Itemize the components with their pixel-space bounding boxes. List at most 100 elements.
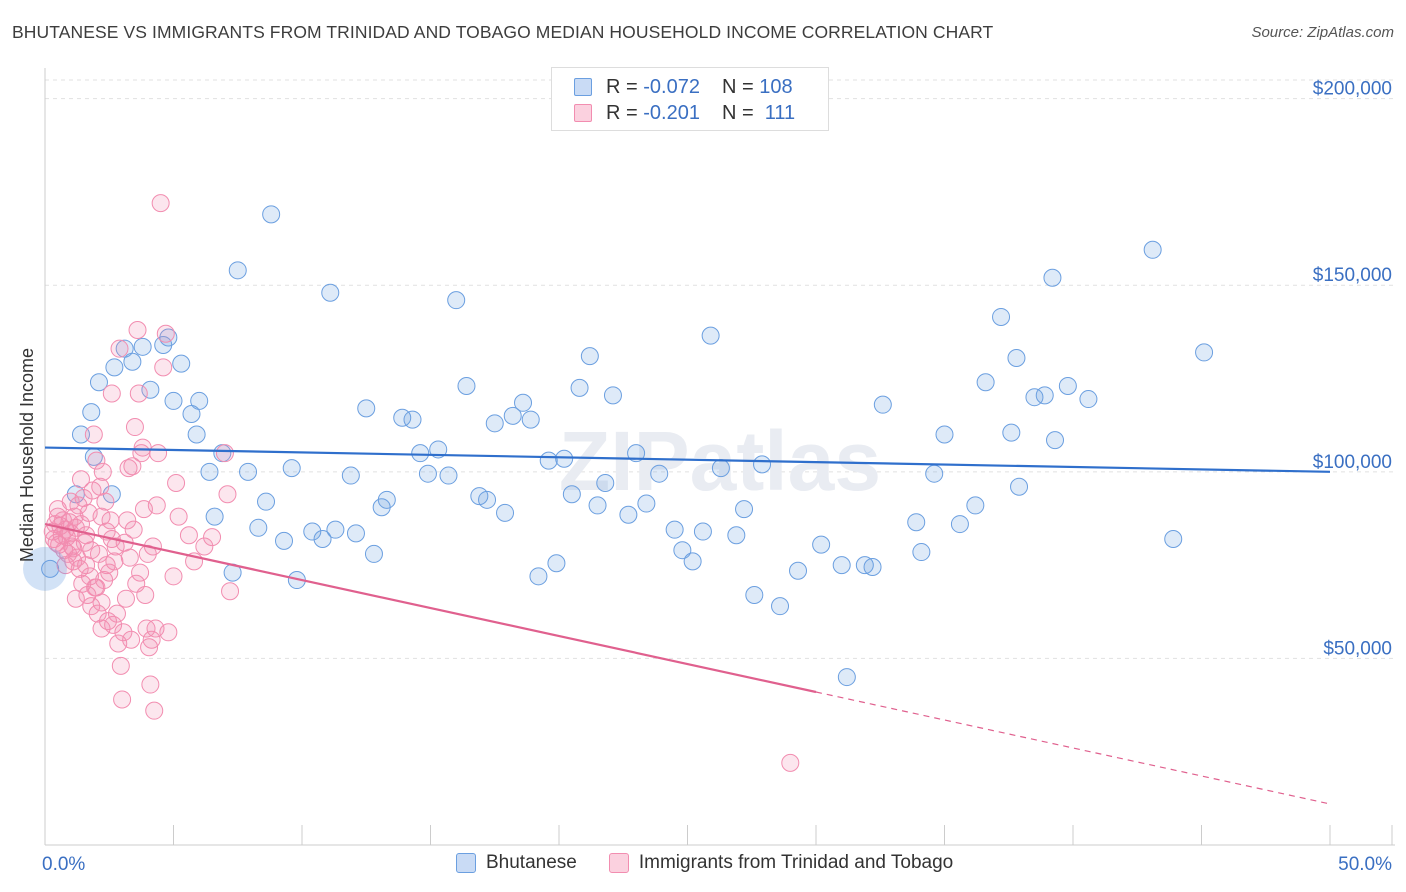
series-legend: Bhutanese Immigrants from Trinidad and T…	[456, 852, 985, 874]
point-bhutanese	[187, 425, 206, 444]
point-bhutanese	[1046, 431, 1065, 450]
r-label: R =	[606, 101, 638, 124]
point-bhutanese	[439, 466, 458, 485]
point-bhutanese	[562, 485, 581, 504]
legend-item-trinidad[interactable]: Immigrants from Trinidad and Tobago	[608, 852, 953, 874]
point-bhutanese	[693, 522, 712, 541]
y-tick-label: $200,000	[1313, 79, 1392, 100]
point-bhutanese	[275, 531, 294, 550]
point-trinidad	[84, 425, 103, 444]
point-bhutanese	[789, 561, 808, 580]
point-bhutanese	[832, 556, 851, 575]
trend-line-trinidad-extrapolated	[815, 691, 1331, 805]
r-label: R =	[606, 75, 638, 98]
point-bhutanese	[727, 526, 746, 545]
point-bhutanese	[863, 557, 882, 576]
legend-swatch-pink	[574, 104, 592, 122]
point-bhutanese	[1043, 268, 1062, 287]
point-trinidad	[102, 384, 121, 403]
point-trinidad	[97, 556, 116, 575]
point-bhutanese	[1195, 343, 1214, 362]
point-trinidad	[92, 507, 111, 526]
point-trinidad	[145, 701, 164, 720]
point-bhutanese	[992, 307, 1011, 326]
point-trinidad	[167, 474, 186, 493]
point-bhutanese	[71, 425, 90, 444]
point-trinidad	[82, 541, 101, 560]
point-trinidad	[125, 418, 144, 437]
point-bhutanese	[200, 462, 219, 481]
point-bhutanese	[457, 377, 476, 395]
point-trinidad	[124, 520, 143, 539]
axes	[44, 68, 1395, 846]
stats-legend: R = -0.072 N = 108 R = -0.201 N = 111	[551, 67, 829, 131]
point-trinidad	[129, 384, 148, 403]
point-bhutanese	[547, 554, 566, 573]
point-trinidad	[80, 567, 99, 586]
stats-row-trinidad: R = -0.201 N = 111	[574, 100, 795, 126]
point-bhutanese	[650, 464, 669, 483]
point-bhutanese	[912, 543, 931, 562]
point-bhutanese	[346, 524, 365, 543]
point-trinidad	[75, 533, 94, 552]
point-trinidad	[122, 630, 141, 649]
point-bhutanese	[313, 530, 332, 548]
point-trinidad	[203, 528, 222, 547]
point-trinidad	[107, 604, 126, 623]
point-trinidad	[169, 507, 188, 526]
point-bhutanese	[357, 399, 376, 418]
point-bhutanese	[377, 490, 396, 509]
n-label: N =	[721, 101, 754, 124]
n-label: N =	[721, 75, 754, 98]
point-bhutanese	[257, 492, 276, 511]
point-bhutanese	[529, 567, 548, 586]
point-bhutanese	[282, 459, 301, 478]
point-bhutanese	[596, 474, 615, 493]
point-bhutanese	[966, 496, 985, 515]
point-bhutanese	[976, 373, 995, 392]
point-trinidad	[96, 492, 115, 511]
point-bhutanese	[478, 490, 497, 509]
point-bhutanese	[1035, 386, 1054, 405]
point-bhutanese	[1058, 377, 1077, 395]
point-bhutanese-large	[23, 546, 67, 591]
point-bhutanese	[82, 403, 101, 422]
r-value: -0.201	[643, 101, 700, 124]
point-trinidad	[104, 615, 123, 634]
point-bhutanese	[950, 515, 969, 534]
y-tick-label: $50,000	[1323, 638, 1392, 659]
point-trinidad	[110, 339, 129, 358]
point-trinidad	[91, 477, 110, 496]
point-trinidad	[56, 556, 75, 575]
stats-row-bhutanese: R = -0.072 N = 108	[574, 74, 793, 100]
point-trinidad	[141, 675, 160, 694]
legend-item-bhutanese[interactable]: Bhutanese	[456, 852, 577, 874]
point-bhutanese	[1007, 349, 1026, 368]
point-trinidad	[159, 623, 178, 642]
chart-title: BHUTANESE VS IMMIGRANTS FROM TRINIDAD AN…	[12, 22, 994, 42]
point-bhutanese	[172, 354, 191, 373]
point-trinidad	[128, 321, 147, 340]
point-trinidad	[215, 444, 234, 463]
point-trinidad	[164, 567, 183, 586]
point-bhutanese	[745, 585, 764, 604]
point-bhutanese	[326, 520, 345, 539]
point-bhutanese	[673, 541, 692, 560]
point-trinidad	[116, 589, 135, 608]
n-value: 108	[759, 75, 793, 98]
point-trinidad	[221, 582, 240, 601]
point-bhutanese	[588, 496, 607, 515]
grid	[45, 79, 1395, 659]
point-bhutanese	[855, 556, 874, 575]
point-bhutanese	[935, 425, 954, 444]
point-trinidad	[120, 548, 139, 567]
point-trinidad	[195, 537, 214, 556]
point-trinidad	[118, 511, 137, 530]
point-bhutanese	[925, 464, 944, 483]
n-value: 111	[764, 101, 796, 124]
point-bhutanese	[228, 261, 247, 280]
point-trinidad	[147, 496, 166, 515]
legend-swatch-blue	[574, 78, 592, 96]
tick-labels: $50,000 $100,000 $150,000 $200,000 0.0% 50.0%	[42, 79, 1392, 875]
